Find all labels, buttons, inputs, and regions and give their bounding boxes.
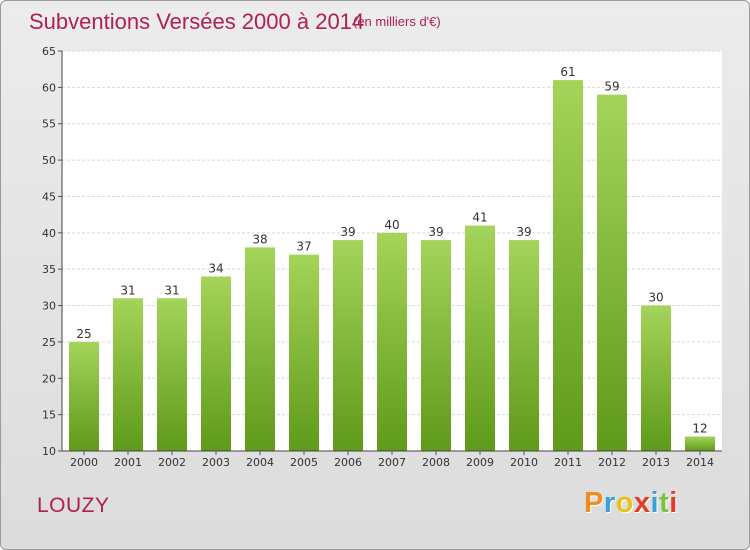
x-tick-label: 2013 (642, 456, 670, 469)
bar-2009 (465, 225, 495, 451)
bar-2008 (421, 240, 451, 451)
y-tick-label: 45 (42, 190, 56, 203)
logo-letter: t (659, 487, 670, 519)
bar-2002 (157, 298, 187, 451)
x-tick-label: 2007 (378, 456, 406, 469)
bar-2014 (685, 436, 715, 451)
data-label: 25 (76, 327, 91, 341)
x-tick-label: 2008 (422, 456, 450, 469)
logo-letter: o (615, 487, 634, 519)
data-label: 59 (604, 80, 619, 94)
x-tick-label: 2001 (114, 456, 142, 469)
data-label: 61 (560, 65, 575, 79)
y-tick-label: 20 (42, 372, 56, 385)
y-tick-label: 65 (42, 45, 56, 58)
bar-2000 (69, 341, 99, 451)
chart-title: Subventions Versées 2000 à 2014 (29, 9, 365, 34)
data-label: 31 (164, 283, 179, 297)
x-tick-label: 2006 (334, 456, 362, 469)
x-tick-label: 2005 (290, 456, 318, 469)
x-tick-label: 2010 (510, 456, 538, 469)
bar-2007 (377, 232, 407, 451)
commune-name: LOUZY (37, 494, 110, 517)
data-label: 31 (120, 283, 135, 297)
data-label: 30 (648, 291, 663, 305)
y-tick-label: 35 (42, 263, 56, 276)
data-label: 40 (384, 218, 399, 232)
y-tick-label: 40 (42, 227, 56, 240)
y-tick-label: 55 (42, 118, 56, 131)
y-tick-label: 15 (42, 409, 56, 422)
x-tick-label: 2011 (554, 456, 582, 469)
x-tick-label: 2012 (598, 456, 626, 469)
logo-letter: x (633, 487, 651, 519)
x-tick-label: 2009 (466, 456, 494, 469)
y-tick-label: 50 (42, 154, 56, 167)
logo-letter: r (603, 487, 616, 519)
y-tick-label: 10 (42, 445, 56, 458)
x-tick-label: 2002 (158, 456, 186, 469)
data-label: 41 (472, 211, 487, 225)
y-tick-label: 60 (42, 81, 56, 94)
data-label: 34 (208, 261, 223, 275)
data-labels: 25 31 31 34 38 37 39 40 39 41 39 61 59 30 12 (76, 65, 707, 435)
y-tick-label: 25 (42, 336, 56, 349)
bar-2012 (597, 94, 627, 452)
y-tick-label: 30 (42, 300, 56, 313)
bar-2006 (333, 240, 363, 451)
x-tick-label: 2014 (686, 456, 714, 469)
x-tick-label: 2000 (70, 456, 98, 469)
proxiti-logo: Proxiti (584, 487, 678, 520)
data-label: 12 (692, 421, 707, 435)
bar-2013 (641, 305, 671, 451)
x-tick-label: 2003 (202, 456, 230, 469)
bar-2004 (245, 247, 275, 451)
logo-letter: P (584, 487, 604, 519)
chart-unit-note: (en milliers d'€) (353, 14, 441, 29)
x-tick-label: 2004 (246, 456, 274, 469)
bar-2011 (553, 80, 583, 451)
data-label: 39 (516, 225, 531, 239)
bar-2001 (113, 298, 143, 451)
logo-letter: i (669, 487, 678, 519)
logo-letter: i (650, 487, 660, 519)
bar-2010 (509, 240, 539, 451)
data-label: 39 (428, 225, 443, 239)
bar-2003 (201, 276, 231, 451)
data-label: 39 (340, 225, 355, 239)
bars (69, 80, 715, 452)
bar-2005 (289, 254, 319, 451)
data-label: 37 (296, 240, 311, 254)
axes: 10 15 20 25 30 35 40 45 50 55 60 65 2000 2001 2002 2003… (42, 45, 722, 469)
data-label: 38 (252, 232, 267, 246)
